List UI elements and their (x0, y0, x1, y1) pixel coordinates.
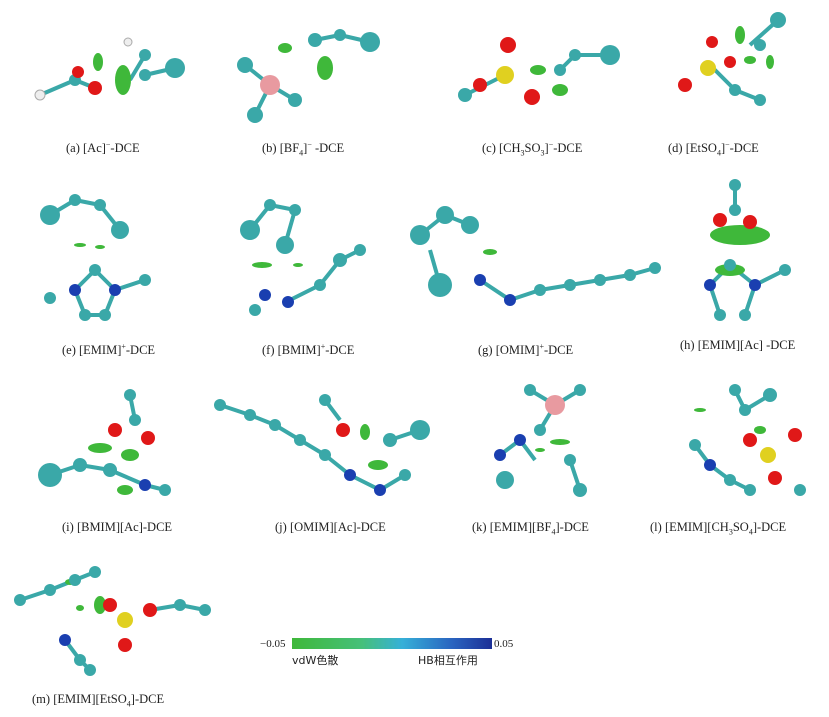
caption-label: (b) (262, 141, 277, 156)
molecule-e (40, 194, 151, 321)
molecule-j (214, 394, 430, 496)
panel-l: (l) [EMIM][CH3SO4]-DCE (650, 380, 829, 540)
caption-species: [OMIM][Ac]-DCE (289, 520, 386, 534)
caption-f: (f) [BMIM]+-DCE (262, 342, 354, 358)
scale-gradient-bar (292, 638, 492, 649)
panel-i: (i) [BMIM][Ac]-DCE (0, 380, 200, 540)
molecule-f (240, 199, 366, 316)
caption-label: (i) (62, 520, 74, 534)
caption-label: (c) (482, 141, 496, 156)
caption-species: [EMIM][Ac] -DCE (697, 338, 796, 352)
panel-h: (h) [EMIM][Ac] -DCE (670, 170, 829, 360)
caption-label: (a) (66, 141, 80, 156)
scale-right-label: HB相互作用 (418, 654, 478, 667)
caption-j: (j) [OMIM][Ac]-DCE (275, 520, 386, 535)
caption-species: [BMIM]+-DCE (277, 342, 355, 358)
caption-species: [BMIM][Ac]-DCE (76, 520, 173, 534)
molecule-k (494, 384, 587, 497)
panel-m: (m) [EMIM][EtSO4]-DCE (0, 560, 230, 717)
caption-a: (a) [Ac]−-DCE (66, 140, 140, 156)
panel-k: (k) [EMIM][BF4]-DCE (460, 380, 650, 540)
caption-g: (g) [OMIM]+-DCE (478, 342, 573, 358)
caption-label: (h) (680, 338, 695, 352)
caption-k: (k) [EMIM][BF4]-DCE (472, 520, 589, 537)
scale-max: 0.05 (494, 638, 514, 650)
caption-label: (e) (62, 343, 76, 358)
caption-species: [EMIM][BF4]-DCE (489, 520, 589, 537)
panel-f: (f) [BMIM]+-DCE (210, 170, 410, 360)
scale-left-label: vdW色散 (292, 654, 339, 667)
caption-label: (f) (262, 343, 275, 358)
molecule-l (689, 384, 806, 496)
caption-l: (l) [EMIM][CH3SO4]-DCE (650, 520, 786, 537)
molecule-h (704, 179, 791, 321)
panel-a: (a) [Ac]−-DCE (0, 0, 200, 160)
panel-b: (b) [BF4]− -DCE (210, 0, 410, 160)
molecule-a (34, 37, 185, 101)
caption-label: (g) (478, 343, 493, 358)
panel-d: (d) [EtSO4]−-DCE (650, 0, 829, 160)
caption-label: (l) (650, 520, 662, 534)
caption-e: (e) [EMIM]+-DCE (62, 342, 155, 358)
scale-min: −0.05 (260, 638, 286, 650)
panel-g: (g) [OMIM]+-DCE (400, 170, 670, 360)
caption-c: (c) [CH3SO3]−-DCE (482, 140, 582, 158)
caption-species: [CH3SO3]−-DCE (499, 140, 583, 158)
caption-d: (d) [EtSO4]−-DCE (668, 140, 759, 158)
caption-label: (m) (32, 692, 51, 706)
caption-species: [EMIM][EtSO4]-DCE (53, 692, 165, 709)
caption-m: (m) [EMIM][EtSO4]-DCE (32, 692, 164, 709)
caption-i: (i) [BMIM][Ac]-DCE (62, 520, 172, 535)
caption-label: (j) (275, 520, 287, 534)
caption-label: (d) (668, 141, 683, 156)
caption-h: (h) [EMIM][Ac] -DCE (680, 338, 795, 353)
caption-b: (b) [BF4]− -DCE (262, 140, 344, 158)
caption-species: [BF4]− -DCE (279, 140, 345, 158)
caption-species: [OMIM]+-DCE (495, 342, 574, 358)
caption-species: [Ac]−-DCE (83, 140, 140, 156)
panel-e: (e) [EMIM]+-DCE (0, 170, 200, 360)
panel-j: (j) [OMIM][Ac]-DCE (200, 380, 460, 540)
panel-c: (c) [CH3SO3]−-DCE (420, 0, 640, 160)
molecule-b (237, 29, 380, 123)
molecule-c (458, 37, 620, 105)
molecule-i (38, 389, 171, 496)
molecule-d (678, 12, 786, 106)
caption-species: [EMIM][CH3SO4]-DCE (664, 520, 787, 537)
caption-label: (k) (472, 520, 487, 534)
molecule-g (410, 206, 661, 306)
caption-species: [EtSO4]−-DCE (685, 140, 759, 158)
molecule-m (14, 566, 211, 676)
caption-species: [EMIM]+-DCE (79, 342, 156, 358)
